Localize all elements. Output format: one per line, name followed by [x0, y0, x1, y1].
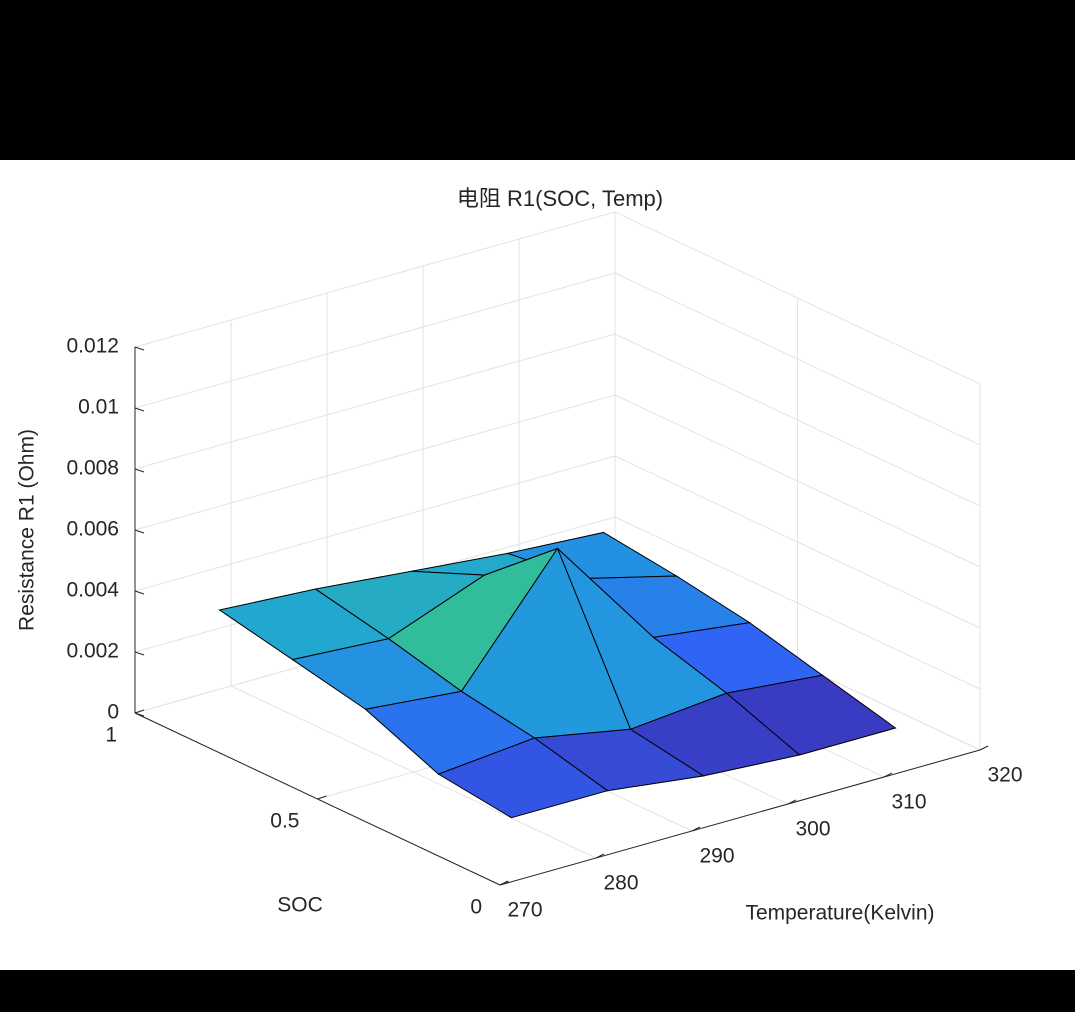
x-tick	[595, 853, 605, 859]
grid-line	[614, 211, 981, 385]
z-tick	[134, 590, 145, 595]
z-tick-label: 0.004	[66, 579, 119, 602]
chart-title: 电阻 R1(SOC, Temp)	[457, 186, 663, 211]
x-axis-label: Temperature(Kelvin)	[745, 902, 934, 925]
grid-line	[134, 455, 616, 592]
z-tick	[134, 407, 145, 412]
x-tick	[691, 826, 701, 832]
grid-line	[134, 394, 616, 531]
z-tick-label: 0.002	[66, 640, 119, 663]
y-axis-label: SOC	[277, 894, 323, 917]
z-tick	[134, 651, 145, 656]
z-tick-label: 0	[107, 701, 119, 724]
x-tick-label: 280	[603, 872, 638, 895]
y-tick	[317, 795, 327, 800]
x-tick-label: 310	[891, 791, 926, 814]
grid-line	[134, 333, 616, 470]
x-axis	[499, 749, 981, 886]
grid-line	[134, 211, 616, 348]
grid-line	[614, 333, 981, 507]
surface-face	[437, 737, 609, 819]
x-tick-label: 320	[987, 764, 1022, 787]
grid-line	[614, 516, 981, 690]
grid-line	[614, 394, 981, 568]
x-tick	[979, 745, 989, 751]
z-tick-label: 0.008	[66, 457, 119, 480]
grid-line	[134, 272, 616, 409]
z-tick-label: 0.01	[78, 396, 119, 419]
z-tick-label: 0.012	[66, 335, 119, 358]
z-tick	[134, 468, 145, 473]
z-axis-label: Resistance R1 (Ohm)	[16, 429, 39, 631]
z-tick	[134, 529, 145, 534]
grid-line	[614, 455, 981, 629]
x-tick-label: 270	[507, 899, 542, 922]
y-tick	[499, 881, 510, 886]
z-tick	[134, 712, 145, 717]
y-tick-label: 0	[470, 896, 482, 919]
x-tick	[787, 799, 797, 805]
y-tick-label: 1	[105, 724, 117, 747]
grid-line	[614, 272, 981, 446]
y-tick	[134, 709, 145, 714]
x-tick-label: 290	[699, 845, 734, 868]
z-tick	[134, 346, 145, 351]
x-tick-label: 300	[795, 818, 830, 841]
x-tick	[883, 772, 893, 778]
y-tick-label: 0.5	[270, 810, 299, 833]
z-tick-label: 0.006	[66, 518, 119, 541]
